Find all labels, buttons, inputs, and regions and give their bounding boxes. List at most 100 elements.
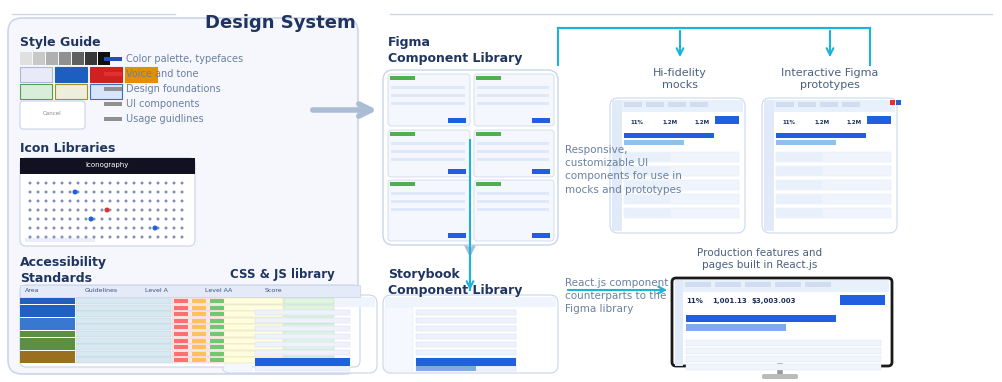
Bar [532, 118, 550, 123]
Bar [20, 331, 75, 337]
Circle shape [180, 199, 183, 202]
Bar [59, 52, 71, 65]
Circle shape [36, 235, 39, 238]
Bar [391, 142, 465, 145]
Text: 1.2M: 1.2M [814, 120, 829, 125]
Text: 1.2M: 1.2M [662, 120, 677, 125]
Bar [255, 334, 350, 339]
Bar [76, 358, 171, 363]
Circle shape [108, 217, 111, 220]
Bar [210, 299, 224, 303]
Circle shape [72, 189, 77, 194]
Circle shape [100, 209, 103, 212]
Bar [172, 331, 222, 337]
Circle shape [172, 235, 175, 238]
Bar [776, 194, 891, 204]
Circle shape [132, 227, 135, 230]
Bar [842, 102, 860, 107]
Bar [284, 351, 334, 357]
Bar [104, 57, 122, 61]
Circle shape [180, 227, 183, 230]
Bar [223, 331, 283, 337]
Bar [76, 304, 171, 311]
Circle shape [124, 227, 127, 230]
Text: Score: Score [265, 288, 283, 293]
Circle shape [68, 191, 71, 194]
Bar [125, 67, 157, 82]
FancyBboxPatch shape [383, 295, 558, 373]
Bar [255, 366, 350, 371]
Bar [210, 306, 224, 309]
Bar [284, 311, 334, 317]
Circle shape [100, 199, 103, 202]
Text: CSS & JS library: CSS & JS library [230, 268, 335, 281]
FancyBboxPatch shape [474, 180, 554, 241]
Circle shape [132, 209, 135, 212]
Circle shape [84, 209, 87, 212]
Bar [76, 311, 171, 317]
Circle shape [92, 217, 95, 220]
Bar [686, 356, 881, 362]
Bar [210, 338, 224, 343]
Bar [625, 153, 670, 161]
Bar [192, 306, 206, 309]
Bar [255, 318, 350, 323]
Circle shape [44, 191, 47, 194]
Circle shape [100, 227, 103, 230]
Bar [224, 307, 252, 371]
Bar [20, 318, 75, 324]
Bar [675, 280, 683, 366]
Bar [416, 318, 516, 323]
Bar [192, 358, 206, 363]
Bar [390, 182, 415, 186]
Bar [104, 87, 122, 91]
Text: Design System: Design System [204, 14, 356, 32]
Bar [624, 166, 739, 176]
Bar [448, 118, 466, 123]
Bar [625, 209, 670, 217]
Bar [174, 338, 188, 343]
Circle shape [88, 217, 93, 222]
Circle shape [68, 209, 71, 212]
Circle shape [140, 227, 143, 230]
Text: 11%: 11% [782, 120, 795, 125]
Circle shape [108, 199, 111, 202]
Circle shape [28, 199, 31, 202]
Bar [284, 324, 334, 330]
Circle shape [148, 227, 151, 230]
Bar [532, 169, 550, 174]
Text: Icon Libraries: Icon Libraries [20, 142, 115, 155]
Bar [416, 334, 516, 339]
Circle shape [180, 181, 183, 185]
Bar [416, 342, 516, 347]
Circle shape [164, 181, 167, 185]
Circle shape [92, 235, 95, 238]
Circle shape [124, 191, 127, 194]
Bar [686, 364, 881, 370]
Text: Cancel: Cancel [43, 110, 61, 115]
FancyBboxPatch shape [388, 180, 470, 241]
Text: Level A: Level A [145, 288, 168, 293]
Circle shape [180, 217, 183, 220]
Text: 1.2M: 1.2M [846, 120, 861, 125]
Circle shape [28, 191, 31, 194]
Circle shape [108, 235, 111, 238]
Text: Production features and
pages built in React.js: Production features and pages built in R… [697, 248, 823, 270]
Bar [284, 304, 334, 311]
Circle shape [52, 181, 55, 185]
Text: Style Guide: Style Guide [20, 36, 100, 49]
Bar [777, 153, 822, 161]
Bar [210, 319, 224, 323]
FancyBboxPatch shape [610, 98, 745, 233]
Bar [532, 233, 550, 238]
Bar [20, 67, 52, 82]
Bar [867, 116, 891, 124]
Bar [686, 340, 881, 346]
Circle shape [84, 217, 87, 220]
Bar [416, 310, 516, 315]
FancyBboxPatch shape [388, 130, 470, 177]
Bar [174, 358, 188, 363]
Bar [476, 132, 501, 136]
Bar [624, 152, 739, 162]
Circle shape [124, 235, 127, 238]
